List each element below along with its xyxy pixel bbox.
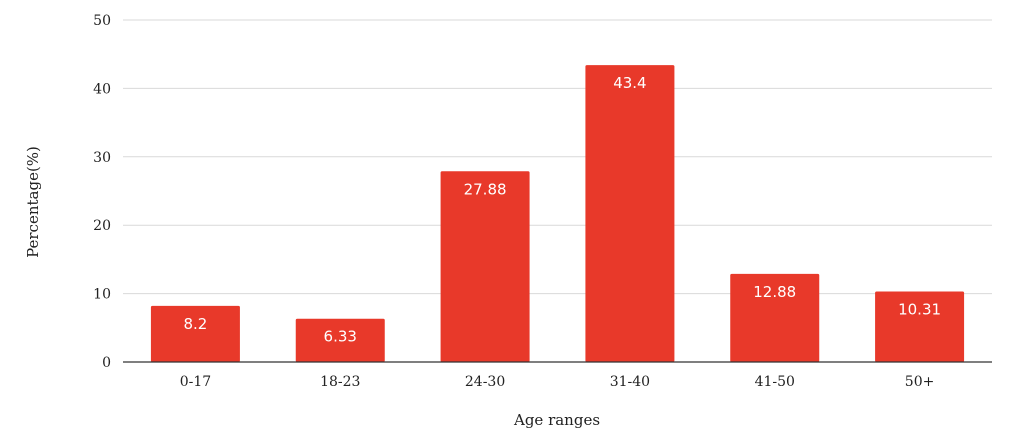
y-axis-title: Percentage(%): [24, 146, 42, 258]
x-tick-label: 31-40: [610, 374, 650, 390]
data-label: 12.88: [753, 283, 796, 301]
data-label: 8.2: [183, 315, 207, 333]
y-axis-ticks: 0 10 20 30 40 50: [93, 13, 111, 371]
data-label: 27.88: [464, 180, 507, 198]
data-labels: 8.2 6.33 27.88 43.4 12.88 10.31: [183, 74, 941, 346]
x-tick-label: 0-17: [180, 374, 211, 390]
x-axis-ticks: 0-17 18-23 24-30 31-40 41-50 50+: [180, 374, 935, 390]
x-axis-title: Age ranges: [513, 411, 600, 429]
gridlines: [123, 19, 992, 295]
bar-31-40: [585, 65, 675, 363]
bar-50+: [875, 291, 965, 362]
y-tick-label: 50: [93, 13, 111, 29]
data-label: 43.4: [613, 74, 646, 92]
x-tick-label: 41-50: [755, 374, 795, 390]
bars: [150, 65, 965, 363]
bar-0-17: [150, 305, 240, 362]
y-tick-label: 10: [93, 287, 111, 303]
x-tick-label: 24-30: [465, 374, 505, 390]
bar-41-50: [730, 273, 820, 362]
x-tick-label: 18-23: [320, 374, 360, 390]
y-tick-label: 30: [93, 150, 111, 166]
bar-18-23: [295, 318, 385, 362]
bar-24-30: [440, 171, 530, 362]
x-tick-label: 50+: [905, 374, 935, 390]
data-label: 6.33: [324, 328, 357, 346]
y-tick-label: 0: [102, 355, 111, 371]
data-label: 10.31: [898, 300, 941, 318]
y-tick-label: 40: [93, 81, 111, 97]
y-tick-label: 20: [93, 218, 111, 234]
